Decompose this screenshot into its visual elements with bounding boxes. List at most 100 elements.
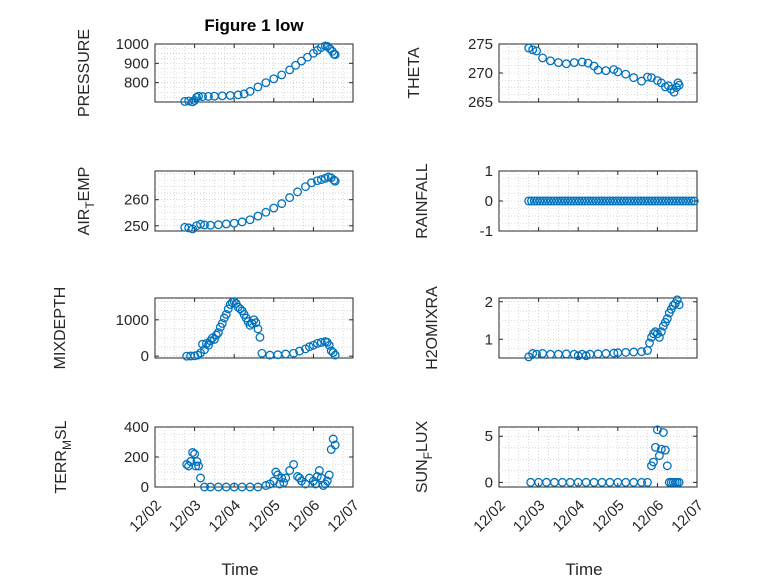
data-point <box>233 90 243 100</box>
y-tick-label: 1000 <box>116 36 149 53</box>
data-point <box>253 211 263 221</box>
data-point <box>524 196 534 206</box>
data-point <box>538 53 548 63</box>
data-point <box>689 196 699 206</box>
y-tick-label: 265 <box>468 94 493 111</box>
data-point <box>625 196 635 206</box>
data-point <box>674 477 684 487</box>
data-point <box>555 196 565 206</box>
subplot-rainfall: -1 0 1 RAINFALL <box>414 163 699 240</box>
y-tick-label: 0 <box>485 193 493 210</box>
x-tick-label: 12/02 <box>126 497 165 536</box>
subplot-title: Figure 1 low <box>204 16 304 35</box>
data-point <box>538 196 548 206</box>
data-point <box>204 340 213 350</box>
data-point <box>636 196 646 206</box>
data-point <box>281 473 291 483</box>
data-point <box>194 461 204 471</box>
data-point <box>200 482 209 492</box>
data-point <box>261 481 271 490</box>
data-point <box>223 304 233 314</box>
data-point <box>656 327 666 337</box>
data-point <box>269 74 279 84</box>
data-point <box>660 445 670 455</box>
data-point <box>622 196 632 206</box>
data-point <box>644 196 654 206</box>
data-point <box>184 223 194 233</box>
x-tick-label: 12/04 <box>206 497 245 536</box>
data-point <box>629 73 639 83</box>
x-tick-label: 12/05 <box>245 497 284 536</box>
subplot-sun_flux: 0 5 12/02 12/03 12/04 12/05 12/06 12/07 SUNFLUX <box>414 421 707 536</box>
data-point <box>330 440 340 450</box>
data-point <box>647 196 657 206</box>
y-tick-label: 1000 <box>116 312 149 329</box>
data-point <box>198 339 207 349</box>
y-axis-label: MIXDEPTH <box>52 287 69 370</box>
data-point <box>571 196 581 206</box>
data-point <box>600 196 609 206</box>
data-point <box>196 473 205 483</box>
data-point <box>329 175 339 185</box>
data-point <box>569 196 579 206</box>
data-point <box>661 196 671 206</box>
data-point <box>221 309 231 319</box>
data-point <box>656 196 666 206</box>
data-point <box>192 457 202 466</box>
data-point <box>253 82 263 92</box>
data-point <box>650 442 660 452</box>
data-point <box>328 434 338 444</box>
data-point <box>528 349 538 358</box>
data-point <box>552 196 562 206</box>
data-point <box>279 478 289 487</box>
y-tick-label: 275 <box>468 36 493 53</box>
data-point <box>322 41 332 51</box>
data-point <box>200 220 209 230</box>
data-point <box>656 444 666 454</box>
data-point <box>312 472 322 481</box>
data-point <box>301 182 310 192</box>
y-tick-label: 800 <box>124 75 149 92</box>
data-point <box>543 196 553 206</box>
data-point <box>681 196 691 206</box>
data-point <box>275 479 285 489</box>
data-point <box>637 347 647 357</box>
data-point <box>671 83 681 92</box>
y-tick-label: 0 <box>141 348 149 365</box>
data-point <box>549 196 559 206</box>
data-point <box>285 193 295 203</box>
data-point <box>304 342 314 352</box>
data-point <box>667 196 677 206</box>
y-tick-label: 0 <box>485 474 493 491</box>
x-tick-label: 12/05 <box>589 497 628 536</box>
data-point <box>245 86 255 96</box>
data-point <box>672 295 682 305</box>
data-point <box>643 477 652 487</box>
data-point <box>211 330 221 340</box>
data-point <box>255 332 265 342</box>
data-point <box>261 78 271 88</box>
x-tick-label: 12/06 <box>285 497 324 536</box>
data-point <box>289 348 299 358</box>
subplot-terr_msl: 0 200 400 12/02 12/03 12/04 12/05 12/06 12/07 TER… <box>53 419 363 535</box>
x-tick-label: 12/03 <box>510 497 549 536</box>
data-point <box>261 207 271 217</box>
data-point <box>674 80 684 90</box>
data-point <box>658 196 668 206</box>
y-axis-label: THETA <box>406 47 423 99</box>
data-point <box>628 196 637 206</box>
data-point <box>239 89 249 99</box>
data-point <box>645 338 654 348</box>
data-point <box>527 196 536 206</box>
y-axis-label: SUNFLUX <box>414 421 435 494</box>
data-point <box>678 196 688 206</box>
data-point <box>666 84 676 94</box>
data-point <box>312 176 322 186</box>
data-point <box>602 196 612 206</box>
data-point <box>594 196 604 206</box>
data-point <box>653 196 663 206</box>
data-point <box>583 196 593 206</box>
data-point <box>269 203 279 213</box>
data-point <box>285 466 295 475</box>
data-point <box>328 348 338 357</box>
